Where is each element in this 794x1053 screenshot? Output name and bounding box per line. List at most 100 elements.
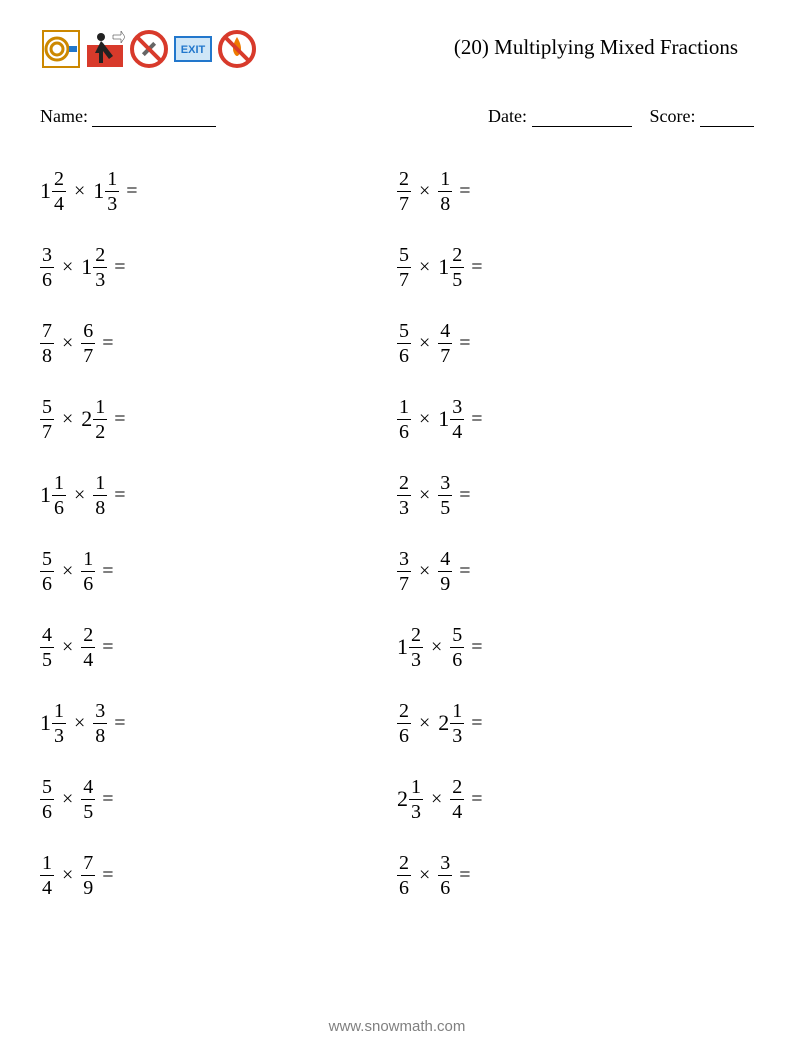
numerator: 1 <box>52 473 66 495</box>
multiply-operator: × <box>411 256 438 279</box>
problems-right-column: 27×18=57×125=56×47=16×134=23×35=37×49=12… <box>397 153 754 913</box>
numerator: 1 <box>409 777 423 799</box>
equals-sign: = <box>452 484 470 507</box>
fraction: 57 <box>40 397 54 442</box>
multiply-operator: × <box>411 864 438 887</box>
exit-sign-icon: EXIT <box>172 28 214 70</box>
numerator: 3 <box>93 701 107 723</box>
mixed-number: 35 <box>438 473 452 518</box>
problem: 78×67= <box>40 305 397 381</box>
numerator: 7 <box>40 321 54 343</box>
fraction: 26 <box>397 701 411 746</box>
fraction: 13 <box>409 777 423 822</box>
denominator: 6 <box>40 572 54 594</box>
fraction: 16 <box>397 397 411 442</box>
equals-sign: = <box>95 788 113 811</box>
multiply-operator: × <box>54 636 81 659</box>
denominator: 6 <box>40 268 54 290</box>
mixed-number: 56 <box>40 549 54 594</box>
date-label: Date: <box>488 106 527 126</box>
mixed-number: 27 <box>397 169 411 214</box>
equals-sign: = <box>119 180 137 203</box>
fraction: 56 <box>40 777 54 822</box>
fraction: 36 <box>438 853 452 898</box>
fraction: 24 <box>450 777 464 822</box>
numerator: 2 <box>397 701 411 723</box>
info-row: Name: Date: Score: <box>40 106 754 127</box>
numerator: 1 <box>40 853 54 875</box>
multiply-operator: × <box>411 408 438 431</box>
safety-icons: EXIT <box>40 28 258 70</box>
equals-sign: = <box>107 712 125 735</box>
problem: 16×134= <box>397 381 754 457</box>
denominator: 7 <box>40 420 54 442</box>
mixed-number: 18 <box>93 473 107 518</box>
denominator: 8 <box>93 496 107 518</box>
mixed-number: 45 <box>40 625 54 670</box>
mixed-number: 113 <box>93 169 119 214</box>
multiply-operator: × <box>54 332 81 355</box>
denominator: 5 <box>438 496 452 518</box>
numerator: 3 <box>438 853 452 875</box>
equals-sign: = <box>464 712 482 735</box>
mixed-number: 36 <box>438 853 452 898</box>
mixed-number: 125 <box>438 245 464 290</box>
problem: 45×24= <box>40 609 397 685</box>
denominator: 6 <box>81 572 95 594</box>
denominator: 5 <box>450 268 464 290</box>
score-label: Score: <box>650 106 696 126</box>
mixed-number: 26 <box>397 701 411 746</box>
multiply-operator: × <box>54 408 81 431</box>
mixed-number: 38 <box>93 701 107 746</box>
multiply-operator: × <box>54 864 81 887</box>
whole-part: 1 <box>81 254 92 280</box>
problems-grid: 124×113=36×123=78×67=57×212=116×18=56×16… <box>40 153 754 913</box>
equals-sign: = <box>107 484 125 507</box>
multiply-operator: × <box>411 180 438 203</box>
mixed-number: 14 <box>40 853 54 898</box>
fraction: 57 <box>397 245 411 290</box>
denominator: 4 <box>40 876 54 898</box>
problems-left-column: 124×113=36×123=78×67=57×212=116×18=56×16… <box>40 153 397 913</box>
mixed-number: 56 <box>450 625 464 670</box>
numerator: 5 <box>40 397 54 419</box>
equals-sign: = <box>95 332 113 355</box>
mixed-number: 23 <box>397 473 411 518</box>
denominator: 6 <box>397 724 411 746</box>
problem: 123×56= <box>397 609 754 685</box>
whole-part: 1 <box>438 406 449 432</box>
problem: 14×79= <box>40 837 397 913</box>
denominator: 2 <box>93 420 107 442</box>
multiply-operator: × <box>411 560 438 583</box>
numerator: 1 <box>93 397 107 419</box>
no-syringe-icon <box>128 28 170 70</box>
whole-part: 2 <box>397 786 408 812</box>
denominator: 3 <box>397 496 411 518</box>
numerator: 3 <box>40 245 54 267</box>
mixed-number: 16 <box>81 549 95 594</box>
problem: 57×125= <box>397 229 754 305</box>
fraction: 24 <box>81 625 95 670</box>
denominator: 8 <box>93 724 107 746</box>
problem: 56×16= <box>40 533 397 609</box>
fraction: 16 <box>52 473 66 518</box>
date-blank[interactable] <box>532 107 632 127</box>
multiply-operator: × <box>423 636 450 659</box>
mixed-number: 24 <box>450 777 464 822</box>
denominator: 5 <box>40 648 54 670</box>
multiply-operator: × <box>411 332 438 355</box>
denominator: 3 <box>450 724 464 746</box>
fraction: 67 <box>81 321 95 366</box>
denominator: 3 <box>105 192 119 214</box>
score-blank[interactable] <box>700 107 754 127</box>
equals-sign: = <box>452 864 470 887</box>
name-blank[interactable] <box>92 107 216 127</box>
mixed-number: 78 <box>40 321 54 366</box>
multiply-operator: × <box>66 484 93 507</box>
whole-part: 1 <box>40 482 51 508</box>
equals-sign: = <box>452 560 470 583</box>
denominator: 6 <box>438 876 452 898</box>
problem: 26×36= <box>397 837 754 913</box>
worksheet-title: (20) Multiplying Mixed Fractions <box>258 35 754 64</box>
denominator: 6 <box>40 800 54 822</box>
